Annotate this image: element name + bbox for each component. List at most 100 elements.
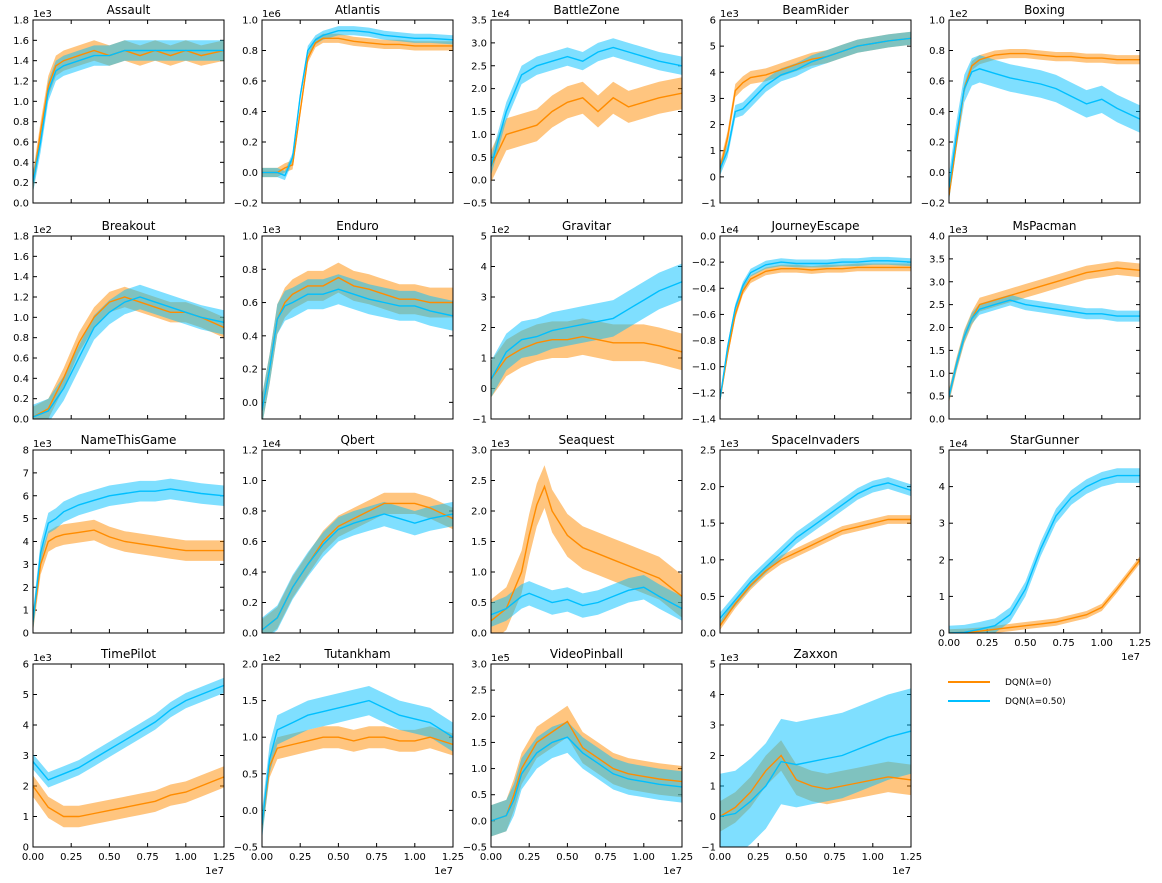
panel-battlezone: BattleZone 1e4 −0.5 0.0 0.5 1.0 1.5 2.0 2.5 3.0 3.… [463,3,683,210]
x-exponent-label: 1e7 [663,866,682,877]
panel-frame [948,449,1141,634]
series-line-dqn_0 [491,720,682,822]
y-tick-label: 0.5 [471,153,487,164]
y-tick-label: 0.0 [700,232,716,243]
y-exponent-label: 1e3 [720,439,739,450]
y-tick-label: 0 [481,384,487,395]
y-tick-label: 2.0 [242,660,258,671]
y-tick-label: 2 [481,323,487,334]
y-exponent-label: 1e2 [262,653,281,664]
x-tick-label: 1.25 [900,852,922,863]
panel-journeyescape: JourneyEscape 1e4 −1.4 −1.2 −1.0 −0.8 −0.6 −0.4… [692,219,912,426]
x-tick-label: 0.00 [22,852,44,863]
legend: DQN(λ=0) DQN(λ=0.50) [948,678,1066,707]
y-tick-label: 1 [23,812,29,823]
panel-frame [719,19,912,204]
y-exponent-label: 1e3 [720,9,739,20]
y-tick-label: 3 [481,293,487,304]
y-tick-label: 1.0 [242,16,258,27]
y-tick-label: 0 [23,629,29,640]
y-tick-label: 0.0 [13,415,29,426]
y-tick-label: 1 [23,606,29,617]
y-tick-label: 1 [481,354,487,365]
series-line-dqn_0 [720,518,911,627]
series-line-dqn_0 [33,529,224,622]
series-line-dqn_050 [720,37,911,170]
x-tick-label: 1.00 [633,852,655,863]
y-tick-label: 3 [939,519,945,530]
y-tick-label: 1.6 [13,36,29,47]
y-tick-label: 0.2 [929,138,945,149]
series-line-dqn_050 [720,482,911,619]
panel-frame [719,235,912,420]
series-band-dqn_050 [262,686,453,840]
x-tick-label: 0.50 [1014,638,1036,649]
y-tick-label: 5 [710,42,716,53]
y-tick-label: 0.2 [242,138,258,149]
y-tick-label: 3 [710,94,716,105]
x-exponent-label: 1e7 [434,866,453,877]
series-line-dqn_050 [491,736,682,822]
x-tick-label: 1.00 [862,852,884,863]
y-tick-label: 2.0 [471,507,487,518]
series-line-dqn_050 [262,699,453,826]
panel-title: StarGunner [1010,433,1079,447]
panel-frame [261,235,454,420]
y-exponent-label: 1e4 [491,9,510,20]
series-band-dqn_050 [949,468,1140,633]
y-tick-label: 0.6 [929,77,945,88]
y-tick-label: −0.2 [234,199,258,210]
panel-zaxxon: Zaxxon 1e3 −1 0 1 2 3 4 5 0.00 0.25 0.50 0.75 1.00 1.2… [701,647,922,877]
y-tick-label: 1.0 [13,313,29,324]
y-tick-label: 0.5 [242,769,258,780]
y-tick-label: 6 [23,660,29,671]
y-tick-label: 3.0 [471,660,487,671]
x-tick-label: 1.25 [213,852,235,863]
y-tick-label: −1.0 [692,362,716,373]
series-line-dqn_0 [491,335,682,380]
y-tick-label: 2.0 [471,712,487,723]
panel-frame [490,235,683,420]
y-tick-label: 2 [710,120,716,131]
panel-title: Qbert [340,433,374,447]
y-tick-label: 1.0 [242,232,258,243]
x-tick-label: 0.25 [747,852,769,863]
y-tick-label: 1.0 [471,764,487,775]
series-band-dqn_050 [491,575,682,627]
y-tick-label: 6 [23,491,29,502]
panel-frame [948,19,1141,204]
series-line-dqn_050 [491,586,682,616]
series-line-dqn_050 [33,488,224,622]
x-exponent-label: 1e7 [892,866,911,877]
y-tick-label: −0.5 [234,843,258,854]
y-tick-label: 2 [710,751,716,762]
y-exponent-label: 1e2 [491,225,510,236]
y-tick-label: 6 [710,16,716,27]
panel-atlantis: Atlantis 1e6 −0.2 0.0 0.2 0.4 0.6 0.8 1.0 [234,3,454,210]
panel-assault: Assault 1e3 0.0 0.2 0.4 0.6 0.8 1.0 1.2 1.4 1.6 1.8 [13,3,225,210]
x-tick-label: 1.00 [175,852,197,863]
y-tick-label: −0.6 [692,310,716,321]
y-tick-label: 0.8 [242,46,258,57]
y-tick-label: 0.6 [13,138,29,149]
y-tick-label: 0.6 [242,77,258,88]
y-tick-label: 2 [23,583,29,594]
series-line-dqn_050 [949,474,1140,633]
y-tick-label: 0 [23,843,29,854]
y-tick-label: 8 [23,446,29,457]
y-exponent-label: 1e3 [720,653,739,664]
panel-seaquest: Seaquest 1e3 0.0 0.5 1.0 1.5 2.0 2.5 3.0 [471,433,683,640]
x-tick-label: 0.00 [480,852,502,863]
y-tick-label: 0 [710,172,716,183]
y-exponent-label: 1e2 [33,225,52,236]
series-band-dqn_050 [720,688,911,847]
y-tick-label: 1.5 [242,696,258,707]
y-tick-label: 3.5 [471,16,487,27]
x-tick-label: 0.75 [594,852,616,863]
panel-title: Assault [107,3,151,17]
y-tick-label: −1 [472,415,487,426]
series-line-dqn_050 [949,68,1140,188]
x-tick-label: 1.25 [442,852,464,863]
panel-stargunner: StarGunner 1e4 0 1 2 3 4 5 0.00 0.25 0.50 0.75 1.00 1… [938,433,1151,663]
panel-frame [261,449,454,634]
